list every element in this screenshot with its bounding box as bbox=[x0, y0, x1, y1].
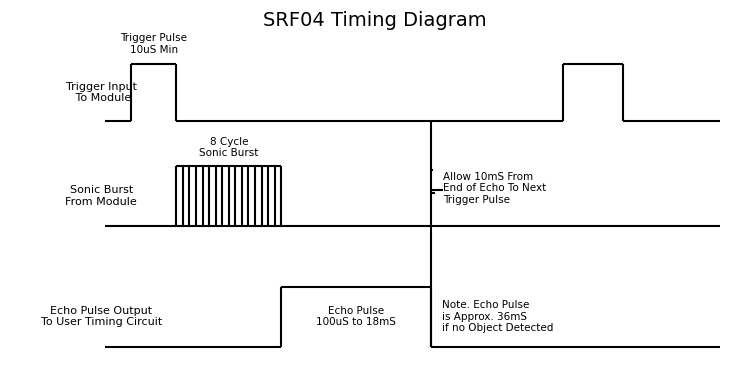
Text: Echo Pulse Output
To User Timing Circuit: Echo Pulse Output To User Timing Circuit bbox=[40, 306, 162, 328]
Text: Echo Pulse
100uS to 18mS: Echo Pulse 100uS to 18mS bbox=[316, 306, 396, 328]
Text: 8 Cycle
Sonic Burst: 8 Cycle Sonic Burst bbox=[199, 137, 259, 158]
Text: Trigger Input
 To Module: Trigger Input To Module bbox=[66, 81, 136, 103]
Text: SRF04 Timing Diagram: SRF04 Timing Diagram bbox=[263, 11, 487, 30]
Text: Allow 10mS From
End of Echo To Next
Trigger Pulse: Allow 10mS From End of Echo To Next Trig… bbox=[443, 172, 547, 205]
Text: Note. Echo Pulse
is Approx. 36mS
if no Object Detected: Note. Echo Pulse is Approx. 36mS if no O… bbox=[442, 300, 554, 333]
Text: Sonic Burst
From Module: Sonic Burst From Module bbox=[65, 185, 137, 207]
Text: Trigger Pulse
10uS Min: Trigger Pulse 10uS Min bbox=[120, 33, 188, 55]
